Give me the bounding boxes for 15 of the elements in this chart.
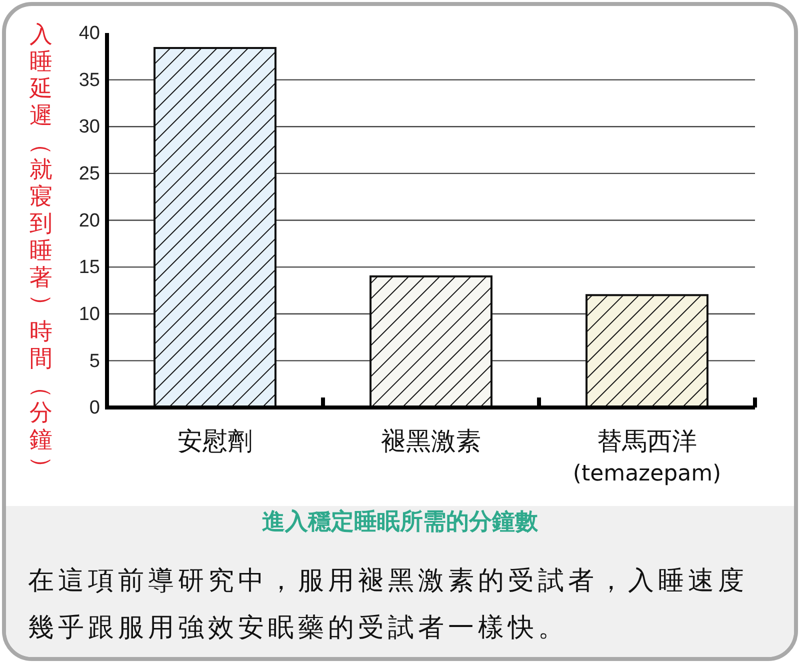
y-tick-label: 15 bbox=[78, 257, 100, 278]
y-tick-label: 5 bbox=[89, 350, 100, 372]
y-tick-label: 0 bbox=[89, 398, 100, 419]
y-tick-label: 35 bbox=[78, 70, 100, 91]
x-tick-label: 安慰劑 bbox=[178, 426, 252, 456]
y-tick-label: 30 bbox=[78, 116, 100, 138]
x-tick-label: 替馬西洋 (temazepam) bbox=[572, 426, 722, 486]
y-tick-label: 20 bbox=[78, 210, 100, 232]
y-tick-label: 25 bbox=[78, 164, 100, 185]
text: 進入穩定睡眠所需的分鐘數 bbox=[261, 508, 539, 537]
x-tick-label: 褪黑激素 bbox=[381, 426, 481, 456]
text: 入睡延遲（就寢到睡著）時間（分鐘） bbox=[28, 22, 54, 479]
y-tick-label: 10 bbox=[78, 304, 100, 325]
text: 在這項前導研究中，服用褪黑激素的受試者，入睡速度幾乎跟服用強效安眠藥的受試者一樣快。 bbox=[28, 565, 749, 645]
y-tick-label: 40 bbox=[78, 23, 100, 44]
